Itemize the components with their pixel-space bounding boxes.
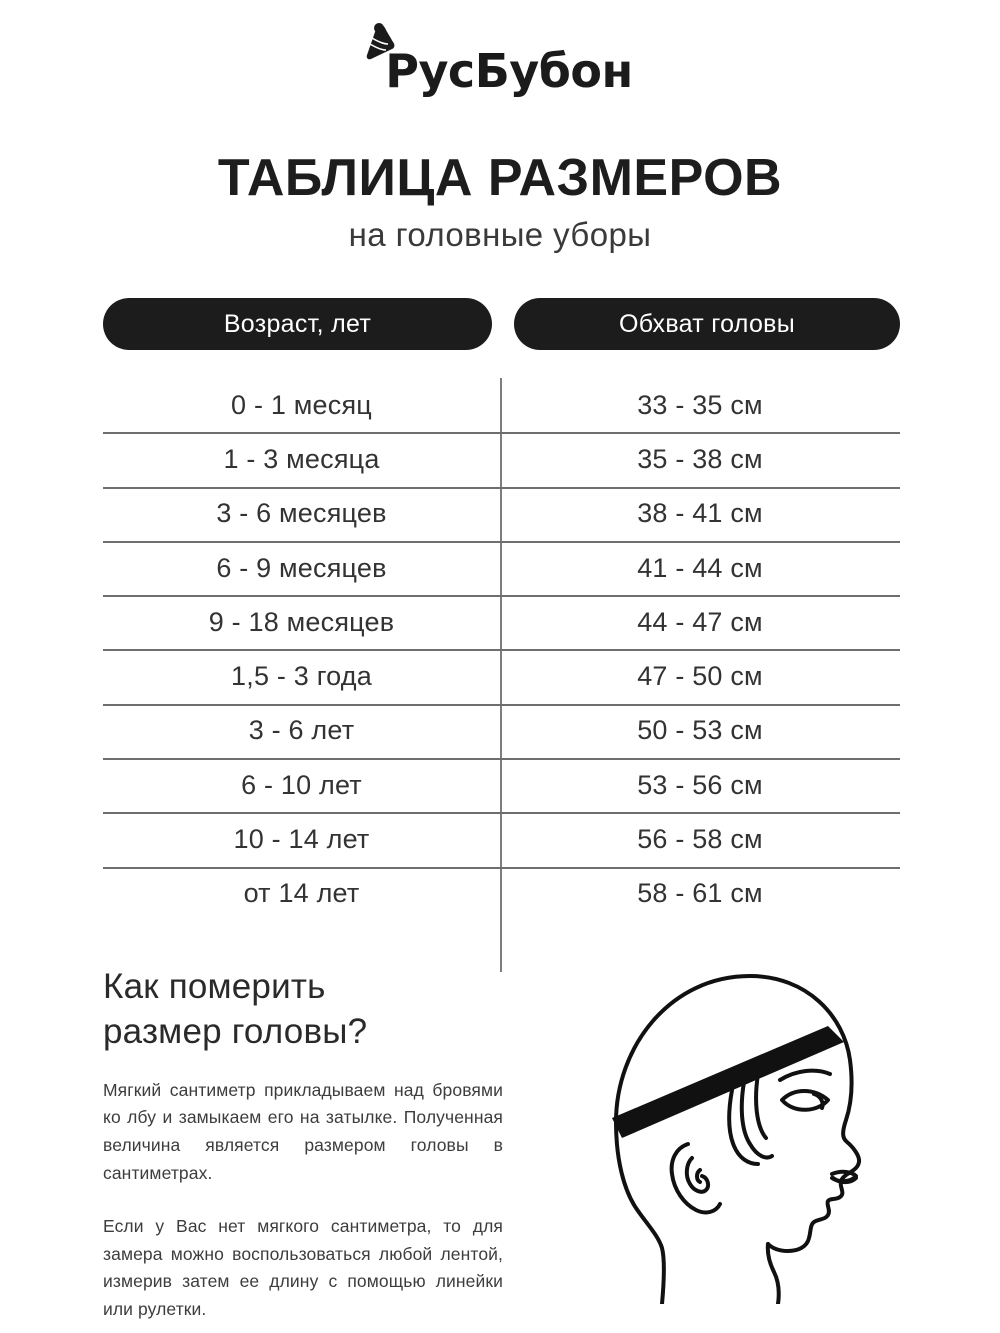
cell-circumference: 53 - 56 см xyxy=(637,769,763,800)
cell-age: 1,5 - 3 года xyxy=(231,661,372,692)
table-row: 6 - 9 месяцев 41 - 44 см xyxy=(103,540,900,595)
brand-name: РусБубон xyxy=(385,44,633,98)
table-row: 3 - 6 месяцев 38 - 41 см xyxy=(103,486,900,541)
column-header-age: Возраст, лет xyxy=(103,298,492,350)
cell-circumference: 35 - 38 см xyxy=(637,443,763,474)
column-divider xyxy=(500,378,502,972)
pompom-hat-icon xyxy=(359,22,405,68)
cell-age: 1 - 3 месяца xyxy=(223,443,380,474)
cell-circumference: 56 - 58 см xyxy=(637,824,763,855)
page-subtitle: на головные уборы xyxy=(348,216,652,253)
table-row: 1,5 - 3 года 47 - 50 см xyxy=(103,649,900,703)
cell-age: 6 - 10 лет xyxy=(241,769,362,800)
table-row: 1 - 3 месяца 35 - 38 см xyxy=(103,432,900,486)
cell-age: 6 - 9 месяцев xyxy=(216,552,387,583)
cell-circumference: 58 - 61 см xyxy=(637,878,763,909)
size-table: Возраст, лет Обхват головы 0 - 1 месяц 3… xyxy=(103,298,900,972)
cell-age: от 14 лет xyxy=(243,878,360,909)
table-row: 3 - 6 лет 50 - 53 см xyxy=(103,703,900,758)
table-row: 6 - 10 лет 53 - 56 см xyxy=(103,758,900,812)
measuring-tape-band xyxy=(612,1026,844,1138)
cell-age: 3 - 6 месяцев xyxy=(216,498,387,529)
cell-circumference: 41 - 44 см xyxy=(637,552,763,583)
cell-circumference: 44 - 47 см xyxy=(637,606,763,637)
cell-age: 3 - 6 лет xyxy=(248,715,355,746)
cell-circumference: 38 - 41 см xyxy=(637,498,763,529)
table-body: 0 - 1 месяц 33 - 35 см 1 - 3 месяца 35 -… xyxy=(103,378,900,972)
cell-circumference: 33 - 35 см xyxy=(637,389,763,420)
head-profile-with-measuring-tape-icon xyxy=(592,942,912,1306)
how-to-title-line2: размер головы? xyxy=(103,1011,368,1051)
table-row: 0 - 1 месяц 33 - 35 см xyxy=(103,378,900,432)
cell-age: 9 - 18 месяцев xyxy=(208,606,395,637)
cell-circumference: 50 - 53 см xyxy=(637,715,763,746)
how-to-paragraph-1: Мягкий сантиметр прикладываем над бровям… xyxy=(103,1079,503,1183)
table-header-row: Возраст, лет Обхват головы xyxy=(103,298,900,350)
table-row: 9 - 18 месяцев 44 - 47 см xyxy=(103,595,900,649)
cell-age: 0 - 1 месяц xyxy=(231,389,372,420)
cell-circumference: 47 - 50 см xyxy=(637,661,763,692)
column-header-circumference: Обхват головы xyxy=(514,298,900,350)
table-row: от 14 лет 58 - 61 см xyxy=(103,866,900,921)
cell-age: 10 - 14 лет xyxy=(233,824,370,855)
table-row: 10 - 14 лет 56 - 58 см xyxy=(103,812,900,866)
how-to-measure-section: Как померить размер головы? Мягкий санти… xyxy=(103,965,523,1324)
how-to-measure-title: Как померить размер головы? xyxy=(103,965,523,1055)
how-to-paragraph-2: Если у Вас нет мягкого сантиметра, то дл… xyxy=(103,1216,503,1320)
how-to-title-line1: Как померить xyxy=(103,967,326,1006)
page-title: ТАБЛИЦА РАЗМЕРОВ xyxy=(217,149,783,207)
brand-logo: РусБубон xyxy=(0,23,1000,108)
